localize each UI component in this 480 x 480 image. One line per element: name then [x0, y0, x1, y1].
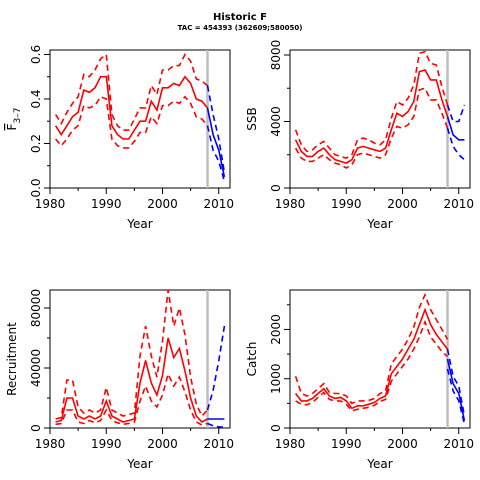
ssb-historic-lower-line: [294, 87, 449, 169]
fbar-y-tick-label: 0.4: [29, 89, 43, 108]
catch-projection-lower-line: [446, 368, 466, 425]
ssb-data-layer: [294, 50, 466, 188]
ssb-x-tick-label: 1990: [331, 197, 362, 211]
recruitment-y-tick-label: 80000: [29, 289, 43, 327]
recruitment-y-tick-label: 40000: [29, 349, 43, 387]
catch-x-axis-label: Year: [366, 457, 392, 471]
catch-y-axis-label: Catch: [245, 342, 259, 377]
ssb-projection-median-line: [446, 116, 465, 141]
recruitment-historic-lower-line: [55, 371, 208, 426]
fbar-historic-median-line: [54, 75, 209, 140]
ssb-historic-upper-line: [294, 50, 449, 159]
panel-fbar: 1980 1990 2000 2010 0.0 0.2 0.4 0.6 Year F3–7: [5, 45, 234, 231]
panel-ssb: 1980 1990 2000 2010 0 4000 8000 Year SSB: [245, 40, 474, 231]
panel-recruitment: 1980 1990 2000 2010 0 40000 80000 Year Recruitme…: [5, 289, 234, 471]
fbar-historic-upper-line: [54, 52, 208, 131]
catch-projection-upper-line: [446, 348, 466, 416]
figure-subtitle: TAC = 454393 (362609;580050): [178, 24, 303, 32]
recruitment-x-tick-label: 1980: [35, 437, 66, 451]
ssb-historic-median-line: [294, 69, 449, 164]
fbar-projection-upper-line: [206, 85, 226, 173]
fbar-plot-frame: [49, 49, 231, 189]
ssb-y-tick-label: 4000: [269, 106, 283, 137]
fbar-x-tick-label: 1980: [35, 197, 66, 211]
fbar-y-tick-label: 0.2: [29, 134, 43, 153]
ssb-x-tick-label: 1980: [275, 197, 306, 211]
ssb-plot-frame: [289, 49, 471, 189]
fbar-x-tick-label: 1990: [91, 197, 122, 211]
ssb-projection-lower-line: [446, 127, 465, 161]
recruitment-historic-upper-line: [55, 290, 209, 420]
recruitment-y-axis-label: Recruitment: [5, 322, 19, 396]
ssb-y-tick-label: 8000: [269, 40, 283, 71]
catch-y-tick-label: 2000: [269, 314, 283, 345]
recruitment-x-tick-label: 2000: [147, 437, 178, 451]
fbar-x-axis-label: Year: [126, 217, 152, 231]
catch-x-tick-label: 2010: [443, 437, 474, 451]
fbar-projection-median-line: [206, 107, 226, 178]
recruitment-historic-median-line: [55, 337, 208, 423]
recruitment-data-layer: [55, 290, 226, 428]
ssb-x-tick-label: 2010: [443, 197, 474, 211]
recruitment-y-tick-label: 0: [29, 424, 43, 432]
catch-y-tick-label: 1000: [269, 363, 283, 394]
catch-historic-median-line: [294, 307, 449, 410]
catch-x-tick-label: 1990: [331, 437, 362, 451]
fbar-y-tick-label: 0.0: [29, 178, 43, 197]
ssb-projection-upper-line: [446, 104, 466, 123]
catch-historic-upper-line: [294, 292, 449, 405]
fbar-y-axis-label-main: F: [5, 123, 19, 130]
fbar-x-tick-label: 2000: [147, 197, 178, 211]
ssb-y-tick-label: 0: [269, 184, 283, 192]
catch-x-tick-label: 1980: [275, 437, 306, 451]
ssb-x-axis-label: Year: [366, 217, 392, 231]
recruitment-plot-frame: [49, 289, 231, 429]
recruitment-projection-lower-line: [207, 422, 225, 428]
fbar-projection-lower-line: [206, 125, 226, 182]
recruitment-x-tick-label: 1990: [91, 437, 122, 451]
fbar-x-tick-label: 2010: [203, 197, 234, 211]
catch-plot-frame: [289, 289, 471, 429]
figure-title: Historic F: [213, 12, 267, 23]
fbar-y-axis-label: F3–7: [5, 108, 23, 131]
catch-projection-median-line: [446, 358, 466, 421]
fbar-y-tick-label: 0.6: [29, 45, 43, 64]
fbar-data-layer: [54, 50, 226, 188]
catch-y-tick-label: 0: [269, 424, 283, 432]
recruitment-x-tick-label: 2010: [203, 437, 234, 451]
catch-historic-lower-line: [295, 319, 449, 412]
recruitment-projection-upper-line: [206, 325, 226, 411]
panel-catch: 1980 1990 2000 2010 0 1000 2000 Year Catch: [245, 289, 474, 471]
fbar-historic-lower-line: [54, 95, 209, 149]
ssb-x-tick-label: 2000: [387, 197, 418, 211]
catch-x-tick-label: 2000: [387, 437, 418, 451]
fbar-y-axis-label-sub: 3–7: [13, 108, 23, 124]
ssb-y-axis-label: SSB: [245, 107, 259, 130]
recruitment-x-axis-label: Year: [126, 457, 152, 471]
catch-data-layer: [294, 290, 466, 428]
